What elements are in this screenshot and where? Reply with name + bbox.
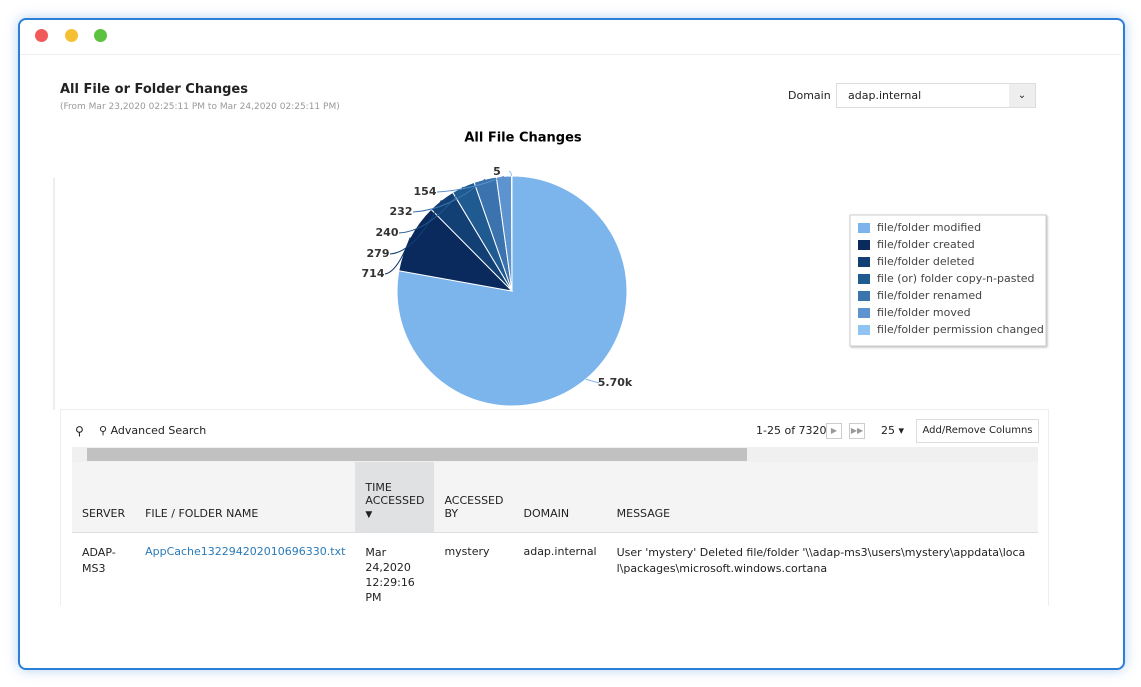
leader-line: [436, 175, 505, 193]
legend-swatch: [858, 308, 870, 318]
table-row: ADAP-MS3 AppCache132294202010696330.txt …: [72, 532, 1038, 606]
scroll-thumb[interactable]: [87, 448, 747, 461]
legend-swatch: [858, 274, 870, 284]
data-label: 5.70k: [598, 376, 633, 389]
data-label: 279: [367, 247, 390, 260]
dropdown-arrow[interactable]: ⌄: [1009, 84, 1035, 107]
leader-line: [508, 171, 513, 177]
column-header[interactable]: ACCESSED BY: [444, 493, 504, 520]
legend-box: [849, 214, 1047, 347]
last-page[interactable]: ▶▶: [849, 423, 865, 439]
results-table: SERVER FILE / FOLDER NAME TIME ACCESSED ▼…: [72, 462, 1038, 606]
scrollbar[interactable]: [72, 447, 1038, 462]
data-label: 714: [362, 267, 385, 280]
search-icon[interactable]: ⚲: [75, 424, 84, 438]
legend-label: file/folder created: [877, 238, 975, 251]
legend-label: file/folder deleted: [877, 255, 975, 268]
legend-label: file (or) folder copy-n-pasted: [877, 272, 1035, 285]
legend-swatch: [858, 291, 870, 301]
data-label: 5: [493, 165, 501, 178]
leader-line: [389, 199, 442, 255]
page-size[interactable]: 25 ▾: [881, 424, 905, 437]
leader-line: [585, 378, 600, 384]
domain-value: adap.internal: [848, 89, 922, 102]
data-label: 240: [376, 226, 399, 239]
close-button[interactable]: [35, 29, 48, 42]
maximize-button[interactable]: [94, 29, 107, 42]
cell: Mar 24,2020 12:29:16 PM: [365, 545, 415, 604]
data-label: 232: [390, 205, 413, 218]
legend-swatch: [858, 240, 870, 250]
grid-panel: [60, 409, 1049, 606]
domain-label: Domain: [788, 89, 831, 102]
advanced-search-text: Advanced Search: [110, 424, 207, 437]
column-header-text: TIME ACCESSED: [365, 480, 425, 507]
chart-title: All File Changes: [464, 131, 582, 146]
legend-label: file/folder renamed: [877, 289, 982, 302]
page-title: All File or Folder Changes: [60, 82, 248, 97]
domain-select[interactable]: adap.internal ⌄: [836, 83, 1036, 108]
legend-label: file/folder moved: [877, 306, 971, 319]
columns-button[interactable]: Add/Remove Columns: [916, 419, 1039, 443]
legend-swatch: [858, 325, 870, 335]
minimize-button[interactable]: [65, 29, 78, 42]
legend-label: file/folder permission changed: [877, 323, 1044, 336]
page-size-value: 25: [881, 424, 895, 437]
column-header[interactable]: SERVER: [82, 506, 126, 520]
legend-swatch: [858, 223, 870, 233]
column-header[interactable]: TIME ACCESSED ▼: [355, 462, 435, 532]
cell: ADAP-MS3: [82, 545, 116, 575]
pagination: 1-25 of 7320: [756, 424, 827, 437]
next-page[interactable]: ▶: [826, 423, 842, 439]
file-link[interactable]: AppCache132294202010696330.txt: [145, 544, 346, 558]
legend-label: file/folder modified: [877, 221, 981, 234]
data-label: 154: [414, 185, 437, 198]
divider: [20, 54, 1121, 55]
column-header[interactable]: DOMAIN: [523, 506, 570, 520]
advanced-search[interactable]: ⚲ Advanced Search: [99, 424, 207, 437]
header-row: SERVER FILE / FOLDER NAME TIME ACCESSED ▼…: [72, 462, 1038, 532]
column-header[interactable]: MESSAGE: [616, 506, 671, 520]
page-subtitle: (From Mar 23,2020 02:25:11 PM to Mar 24,…: [60, 102, 340, 112]
column-header[interactable]: FILE / FOLDER NAME: [145, 506, 259, 520]
cell: adap.internal: [523, 544, 597, 558]
cell: mystery: [444, 544, 490, 558]
leader-line: [398, 186, 464, 234]
cell: User 'mystery' Deleted file/folder '\\ad…: [616, 545, 1026, 575]
legend-swatch: [858, 257, 870, 267]
leader-line: [384, 237, 411, 275]
